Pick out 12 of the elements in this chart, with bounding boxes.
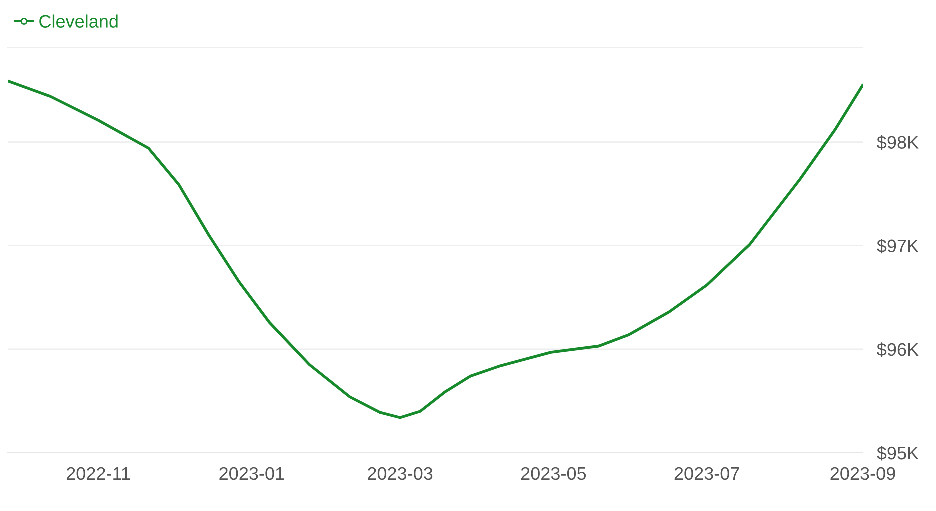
y-tick-label: $97K <box>877 239 919 254</box>
legend-label: Cleveland <box>40 14 118 28</box>
line-series <box>8 80 863 420</box>
y-tick-label: $96K <box>877 342 919 358</box>
x-tick-label: 2022-11 <box>66 467 130 480</box>
y-tick-label: $95K <box>877 446 919 461</box>
x-tick-label: 2023-09 <box>830 467 896 480</box>
x-tick-label: 2023-03 <box>368 467 433 480</box>
y-tick-label: $98K <box>877 135 919 150</box>
x-tick-label: 2023-07 <box>674 467 740 480</box>
x-tick-label: 2023-05 <box>521 467 586 480</box>
x-tick-label: 2023-01 <box>220 467 284 480</box>
